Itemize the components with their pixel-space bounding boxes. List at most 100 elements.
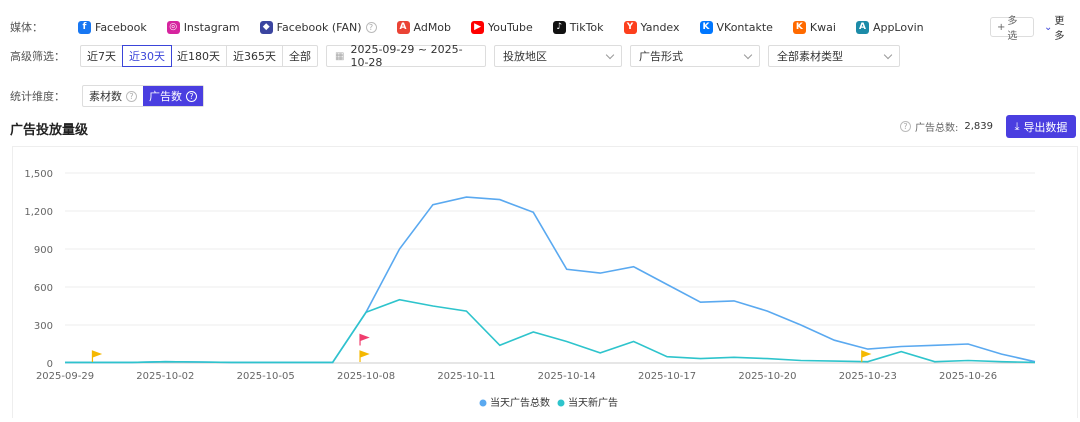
legend-marker [479, 399, 487, 407]
legend-label[interactable]: 当天新广告 [568, 396, 618, 409]
media-list: f Facebook ◎ Instagram ◆ Facebook (FAN)? A AdMo… [78, 20, 944, 34]
y-tick-label: 1,200 [24, 207, 53, 218]
stat-dimension-row: 统计维度： 素材数? 广告数? [0, 84, 204, 108]
media-item-label: Yandex [640, 20, 680, 34]
yandex-icon: Y [623, 20, 637, 34]
material-type-value: 全部素材类型 [777, 50, 843, 63]
y-tick-label: 900 [34, 245, 53, 256]
media-item-label: Facebook [95, 20, 147, 34]
tiktok-icon: ♪ [552, 20, 566, 34]
legend-marker [557, 399, 565, 407]
region-select[interactable]: 投放地区 [494, 45, 622, 67]
admob-icon: A [396, 20, 410, 34]
plus-icon: + [997, 21, 1006, 33]
export-button[interactable]: ⤓ 导出数据 [1006, 115, 1076, 138]
range-tab[interactable]: 近365天 [227, 46, 283, 66]
media-item-admob[interactable]: A AdMob [396, 20, 452, 34]
media-item-label: YouTube [488, 20, 533, 34]
media-item-facebook[interactable]: f Facebook [78, 20, 147, 34]
flag-marker-icon[interactable] [359, 333, 370, 346]
media-item-label: AdMob [413, 20, 452, 34]
flag-marker-icon[interactable] [91, 350, 103, 362]
x-tick-label: 2025-10-17 [638, 371, 696, 382]
x-tick-label: 2025-10-14 [538, 371, 596, 382]
section-title: 广告投放量级 [10, 123, 89, 138]
stat-tab[interactable]: 广告数? [143, 86, 203, 106]
media-label: 媒体： [10, 21, 43, 34]
chevron-down-icon [743, 50, 753, 59]
legend-label[interactable]: 当天广告总数 [490, 396, 550, 409]
media-item-kwai[interactable]: K Kwai [792, 20, 836, 34]
filter-label: 高级筛选： [10, 50, 65, 63]
x-tick-label: 2025-09-29 [36, 371, 94, 382]
media-item-label: TikTok [569, 20, 604, 34]
flag-marker-icon[interactable] [359, 350, 370, 362]
calendar-icon: ▦ [335, 50, 345, 62]
ad-total-value: 2,839 [964, 121, 994, 132]
media-item-applovin[interactable]: A AppLovin [855, 20, 924, 34]
media-item-facebook-fan[interactable]: ◆ Facebook (FAN)? [259, 20, 377, 34]
help-icon[interactable]: ? [126, 90, 137, 102]
date-range-tabs: 近7天 近30天 近180天 近365天 全部 [80, 45, 318, 67]
more-button[interactable]: ⌄ 更多 [1038, 16, 1080, 42]
ad-format-select[interactable]: 广告形式 [630, 45, 760, 67]
help-icon[interactable]: ? [186, 90, 197, 102]
range-tab[interactable]: 全部 [289, 50, 311, 63]
help-icon[interactable]: ? [365, 21, 377, 33]
facebook-fan-icon: ◆ [259, 20, 273, 34]
media-item-label: Facebook (FAN) [276, 20, 362, 34]
export-label: 导出数据 [1023, 120, 1068, 134]
media-item-instagram[interactable]: ◎ Instagram [166, 20, 240, 34]
stat-tab-label: 素材数 [89, 90, 122, 103]
multi-select-button[interactable]: + 多选 [990, 16, 1034, 42]
ad-total: ? 广告总数: 2,839 [900, 119, 993, 134]
vkontakte-icon: K [699, 20, 713, 34]
more-label: 更多 [1054, 16, 1065, 42]
help-icon[interactable]: ? [900, 121, 911, 132]
media-item-tiktok[interactable]: ♪ TikTok [552, 20, 604, 34]
download-icon: ⤓ [1014, 119, 1020, 133]
x-tick-label: 2025-10-11 [437, 371, 495, 382]
instagram-icon: ◎ [166, 20, 180, 34]
series-line-1 [65, 298, 1036, 364]
range-tab[interactable]: 近180天 [171, 46, 227, 66]
y-tick-label: 300 [34, 321, 53, 332]
applovin-icon: A [855, 20, 869, 34]
advanced-filter-row: 高级筛选： 近7天 近30天 近180天 近365天 全部 ▦ 2025-09-29 ~… [0, 43, 900, 69]
chevron-down-icon [605, 50, 615, 59]
x-tick-label: 2025-10-20 [738, 371, 796, 382]
stat-label: 统计维度： [10, 90, 65, 103]
stat-tab[interactable]: 素材数? [83, 86, 143, 106]
media-item-label: AppLovin [872, 20, 924, 34]
y-tick-label: 1,500 [24, 169, 53, 180]
chevron-down-icon [883, 50, 893, 59]
media-item-youtube[interactable]: ▶ YouTube [471, 20, 533, 34]
media-item-label: VKontakte [716, 20, 773, 34]
media-item-vkontakte[interactable]: K VKontakte [699, 20, 773, 34]
stat-dimension-tabs: 素材数? 广告数? [82, 85, 204, 107]
x-tick-label: 2025-10-26 [939, 371, 997, 382]
media-item-yandex[interactable]: Y Yandex [623, 20, 680, 34]
material-type-select[interactable]: 全部素材类型 [768, 45, 900, 67]
date-range-value: 2025-09-29 ~ 2025-10-28 [350, 43, 463, 69]
y-tick-label: 0 [47, 359, 53, 370]
youtube-icon: ▶ [471, 20, 485, 34]
date-range-picker[interactable]: ▦ 2025-09-29 ~ 2025-10-28 [326, 43, 486, 69]
kwai-icon: K [792, 20, 806, 34]
media-item-label: Instagram [183, 20, 240, 34]
line-chart: 0 300 600 900 1,200 1,500 2025-09-29 2025-10-02… [24, 169, 1036, 409]
ad-format-placeholder: 广告形式 [639, 50, 683, 63]
chevron-down-icon: ⌄ [1044, 21, 1053, 33]
ad-volume-chart: 0 300 600 900 1,200 1,500 2025-09-29 2025-10-02… [12, 146, 1078, 418]
range-tab[interactable]: 近30天 [122, 45, 172, 67]
range-tab[interactable]: 近7天 [81, 46, 123, 66]
x-tick-label: 2025-10-08 [337, 371, 395, 382]
flag-marker-icon[interactable] [861, 350, 872, 362]
media-item-label: Kwai [809, 20, 836, 34]
x-tick-label: 2025-10-23 [839, 371, 897, 382]
stat-tab-label: 广告数 [149, 90, 182, 103]
y-tick-label: 600 [34, 283, 53, 294]
x-tick-label: 2025-10-02 [136, 371, 194, 382]
multi-select-label: 多选 [1007, 16, 1018, 42]
region-placeholder: 投放地区 [503, 50, 547, 63]
